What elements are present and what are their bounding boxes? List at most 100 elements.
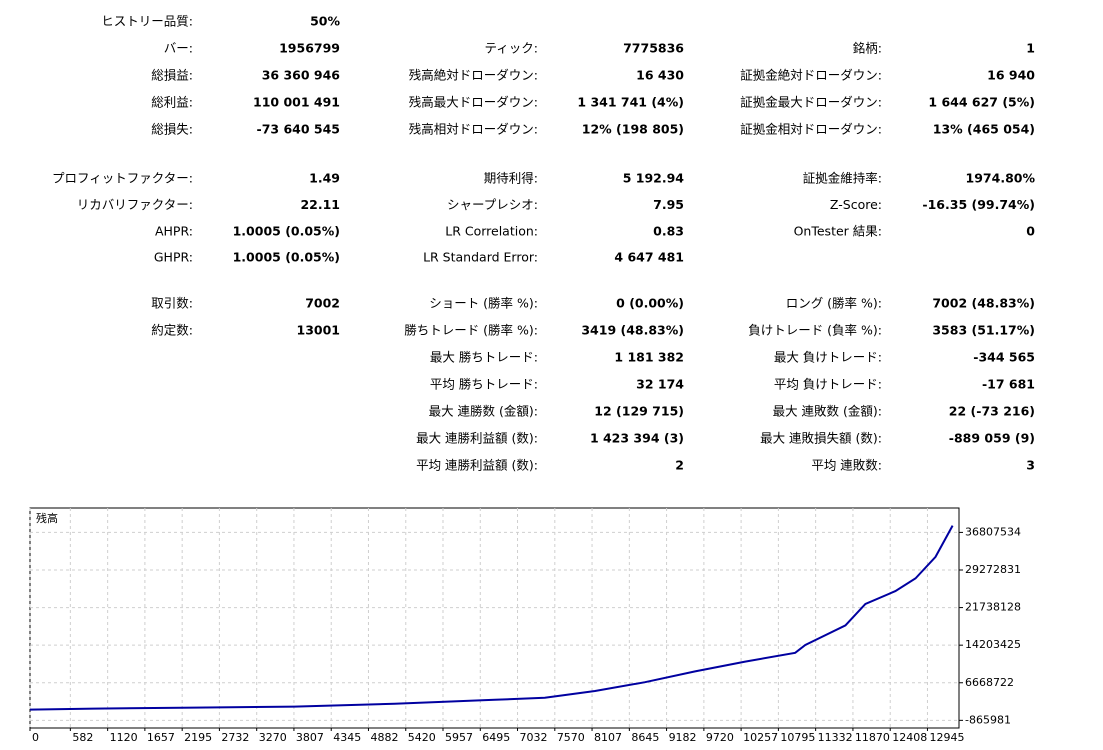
stat-value: -16.35 (99.74%)	[922, 197, 1035, 212]
stat-label: 最大 連勝数 (金額):	[429, 404, 538, 419]
x-tick-label: 12408	[892, 731, 927, 744]
stat-value: 3419 (48.83%)	[581, 323, 684, 338]
x-tick-label: 1120	[110, 731, 138, 744]
stat-label: 平均 負けトレード:	[774, 377, 882, 392]
stat-value: 3	[1026, 458, 1035, 473]
stat-label: 負けトレード (負率 %):	[748, 323, 882, 338]
stat-label: 勝ちトレード (勝率 %):	[404, 323, 538, 338]
stat-label: プロフィットファクター:	[52, 171, 193, 186]
stat-label: LR Correlation:	[445, 223, 538, 238]
x-tick-label: 4882	[370, 731, 398, 744]
stat-label: 最大 連敗損失額 (数):	[760, 431, 882, 446]
stat-label: リカバリファクター:	[77, 197, 193, 212]
stat-label: 平均 勝ちトレード:	[430, 377, 538, 392]
balance-line	[29, 525, 954, 711]
x-tick-label: 10795	[780, 731, 815, 744]
x-tick-label: 12945	[929, 731, 964, 744]
stat-label: 証拠金絶対ドローダウン:	[740, 68, 882, 83]
stat-value: 1 644 627 (5%)	[928, 95, 1035, 110]
stat-value: 22 (-73 216)	[949, 404, 1035, 419]
x-tick-label: 9182	[669, 731, 697, 744]
stat-value: -73 640 545	[257, 122, 340, 137]
stat-value: 0 (0.00%)	[616, 296, 684, 311]
stat-value: 1.49	[309, 171, 340, 186]
stat-value: 13% (465 054)	[933, 122, 1035, 137]
y-tick-label: 14203425	[965, 638, 1021, 651]
stat-value: 5 192.94	[623, 171, 685, 186]
stat-value: 32 174	[636, 377, 684, 392]
stat-label: バー:	[164, 41, 193, 56]
y-tick-label: 6668722	[965, 676, 1014, 689]
x-tick-label: 7570	[557, 731, 585, 744]
stat-value: -344 565	[973, 350, 1035, 365]
stat-label: 証拠金相対ドローダウン:	[740, 122, 882, 137]
x-tick-label: 11870	[855, 731, 890, 744]
x-tick-label: 11332	[818, 731, 853, 744]
stat-label: GHPR:	[154, 250, 193, 265]
stat-label: 残高最大ドローダウン:	[409, 95, 538, 110]
stat-label: 証拠金最大ドローダウン:	[740, 95, 882, 110]
stat-value: 12 (129 715)	[594, 404, 684, 419]
stat-label: 最大 連勝利益額 (数):	[416, 431, 538, 446]
y-tick-label: -865981	[965, 713, 1011, 726]
chart-frame	[29, 507, 960, 729]
stat-label: 取引数:	[151, 296, 193, 311]
stat-value: 1956799	[279, 41, 340, 56]
y-tick-label: 29272831	[965, 563, 1021, 576]
stat-label: 期待利得:	[484, 171, 538, 186]
stat-value: 3583 (51.17%)	[932, 323, 1035, 338]
stat-value: 13001	[297, 323, 341, 338]
x-tick-label: 8107	[594, 731, 622, 744]
stat-value: -17 681	[982, 377, 1035, 392]
chart-title: 残高	[36, 511, 58, 525]
x-tick-label: 8645	[631, 731, 659, 744]
stat-value: 12% (198 805)	[582, 122, 684, 137]
x-tick-label: 0	[32, 731, 39, 744]
stat-label: 残高絶対ドローダウン:	[409, 68, 538, 83]
stat-value: 1	[1026, 41, 1035, 56]
stat-label: 証拠金維持率:	[803, 171, 882, 186]
stat-label: シャープレシオ:	[447, 197, 538, 212]
stat-value: 7775836	[623, 41, 684, 56]
x-tick-label: 2732	[221, 731, 249, 744]
x-tick-label: 3807	[296, 731, 324, 744]
stat-value: 0	[1026, 223, 1035, 238]
x-tick-label: 5957	[445, 731, 473, 744]
stat-label: ロング (勝率 %):	[786, 296, 882, 311]
stat-value: 7002 (48.83%)	[932, 296, 1035, 311]
x-tick-label: 6495	[482, 731, 510, 744]
y-tick-label: 21738128	[965, 601, 1021, 614]
stat-value: 1974.80%	[966, 171, 1036, 186]
stat-value: -889 059 (9)	[949, 431, 1035, 446]
x-tick-label: 9720	[706, 731, 734, 744]
stat-value: 1.0005 (0.05%)	[233, 250, 340, 265]
stat-label: 総損益:	[151, 68, 193, 83]
stat-label: 約定数:	[151, 323, 193, 338]
stat-label: ティック:	[485, 41, 538, 56]
stat-label: 平均 連勝利益額 (数):	[416, 458, 538, 473]
stat-value: 7.95	[653, 197, 684, 212]
stat-value: 0.83	[653, 223, 684, 238]
x-tick-label: 7032	[520, 731, 548, 744]
stat-label: 最大 勝ちトレード:	[430, 350, 538, 365]
stat-label: 銘柄:	[853, 41, 882, 56]
x-tick-label: 3270	[259, 731, 287, 744]
stat-label: ショート (勝率 %):	[429, 296, 538, 311]
stat-value: 4 647 481	[614, 250, 684, 265]
stat-value: 1 181 382	[614, 350, 684, 365]
stat-value: 50%	[310, 14, 340, 29]
stat-value: 2	[675, 458, 684, 473]
x-tick-label: 4345	[333, 731, 361, 744]
stat-label: 総損失:	[151, 122, 193, 137]
stat-label: LR Standard Error:	[423, 250, 538, 265]
stat-label: AHPR:	[155, 223, 193, 238]
stat-label: OnTester 結果:	[794, 223, 882, 238]
stat-value: 1 423 394 (3)	[590, 431, 684, 446]
stat-value: 1.0005 (0.05%)	[233, 223, 340, 238]
stat-label: 残高相対ドローダウン:	[409, 122, 538, 137]
x-tick-label: 1657	[147, 731, 175, 744]
stat-label: 最大 負けトレード:	[774, 350, 882, 365]
stat-label: Z-Score:	[830, 197, 882, 212]
